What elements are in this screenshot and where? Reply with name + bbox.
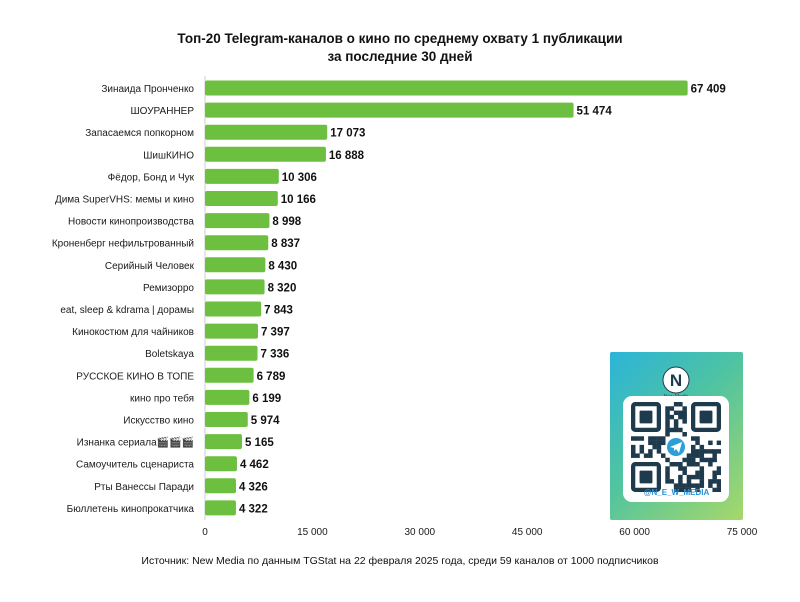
bar bbox=[205, 102, 574, 118]
category-label: Запасаемся попкорном bbox=[85, 128, 194, 139]
category-label: Изнанка сериала🎬🎬🎬 bbox=[77, 436, 194, 449]
value-label: 4 326 bbox=[239, 481, 268, 493]
telegram-handle[interactable]: @N_E_W_MEDIA bbox=[643, 488, 710, 497]
x-tick-label: 75 000 bbox=[727, 527, 758, 538]
bar bbox=[205, 345, 258, 361]
bar bbox=[205, 257, 266, 273]
value-label: 7 397 bbox=[261, 327, 290, 339]
category-label: Рты Ванессы Паради bbox=[94, 482, 194, 493]
category-label: РУССКОЕ КИНО В ТОПЕ bbox=[76, 371, 194, 382]
value-label: 8 837 bbox=[271, 238, 300, 250]
bar bbox=[205, 323, 258, 339]
value-label: 10 166 bbox=[281, 194, 316, 206]
category-label: Дима SuperVHS: мемы и кино bbox=[55, 195, 195, 206]
category-label: Кинокостюм для чайников bbox=[72, 327, 194, 338]
category-label: Фёдор, Бонд и Чук bbox=[108, 172, 195, 183]
bar bbox=[205, 213, 270, 229]
qr-promo-card[interactable]: N New Media @N_E_W_MEDIA bbox=[610, 352, 743, 520]
category-label: Искусство кино bbox=[123, 416, 194, 427]
chart-title-line: Топ-20 Telegram-каналов о кино по средне… bbox=[177, 31, 623, 46]
category-label: Зинаида Пронченко bbox=[101, 84, 194, 95]
category-label: Самоучитель сценариста bbox=[76, 460, 194, 471]
bar bbox=[205, 389, 250, 405]
value-label: 8 430 bbox=[268, 260, 297, 272]
value-label: 4 462 bbox=[240, 459, 269, 471]
bar bbox=[205, 146, 326, 162]
value-label: 6 789 bbox=[257, 371, 286, 383]
x-tick-label: 30 000 bbox=[405, 527, 436, 538]
value-label: 5 165 bbox=[245, 437, 274, 449]
category-label: Серийный Человек bbox=[105, 261, 195, 272]
bar bbox=[205, 301, 262, 317]
category-label: eat, sleep & kdrama | дорамы bbox=[60, 305, 194, 316]
x-tick-label: 45 000 bbox=[512, 527, 543, 538]
value-label: 51 474 bbox=[577, 106, 613, 118]
value-label: 5 974 bbox=[251, 415, 280, 427]
bar bbox=[205, 168, 279, 184]
source-note: Источник: New Media по данным TGStat на … bbox=[141, 555, 659, 567]
value-label: 10 306 bbox=[282, 172, 317, 184]
category-label: Новости кинопроизводства bbox=[68, 217, 194, 228]
bar bbox=[205, 412, 248, 427]
value-label: 7 843 bbox=[264, 305, 293, 317]
value-label: 6 199 bbox=[252, 393, 281, 405]
bar bbox=[205, 456, 237, 472]
value-label: 16 888 bbox=[329, 150, 365, 162]
qr-code-icon bbox=[631, 402, 721, 492]
logo-letter: N bbox=[670, 371, 682, 390]
chart-title: Топ-20 Telegram-каналов о кино по средне… bbox=[0, 30, 800, 66]
bar bbox=[205, 235, 269, 251]
bar bbox=[205, 80, 688, 96]
x-tick-label: 15 000 bbox=[297, 527, 328, 538]
chart-subtitle: за последние 30 дней bbox=[327, 49, 473, 64]
bar bbox=[205, 367, 254, 383]
value-label: 7 336 bbox=[261, 349, 290, 361]
qr-code-frame bbox=[623, 396, 729, 502]
value-label: 8 320 bbox=[268, 282, 297, 294]
new-media-logo-icon: N bbox=[662, 366, 690, 394]
category-label: Бюллетень кинопрокатчика bbox=[67, 504, 195, 515]
bar bbox=[205, 191, 278, 206]
value-label: 8 998 bbox=[272, 216, 301, 228]
value-label: 4 322 bbox=[239, 503, 268, 515]
x-tick-label: 0 bbox=[202, 527, 208, 538]
value-label: 67 409 bbox=[691, 84, 726, 96]
category-label: Ремизорро bbox=[143, 283, 194, 294]
category-label: Кроненберг нефильтрованный bbox=[52, 238, 194, 250]
category-label: Boletskaya bbox=[145, 349, 194, 360]
category-label: кино про тебя bbox=[130, 392, 194, 404]
bar bbox=[205, 124, 328, 140]
category-label: ШОУРАННЕР bbox=[130, 106, 194, 117]
category-label: ШишКИНО bbox=[143, 150, 194, 161]
value-label: 17 073 bbox=[330, 128, 365, 140]
bar bbox=[205, 434, 242, 450]
bar bbox=[205, 478, 236, 494]
bar bbox=[205, 279, 265, 295]
bar bbox=[205, 500, 236, 516]
x-tick-label: 60 000 bbox=[619, 527, 650, 538]
